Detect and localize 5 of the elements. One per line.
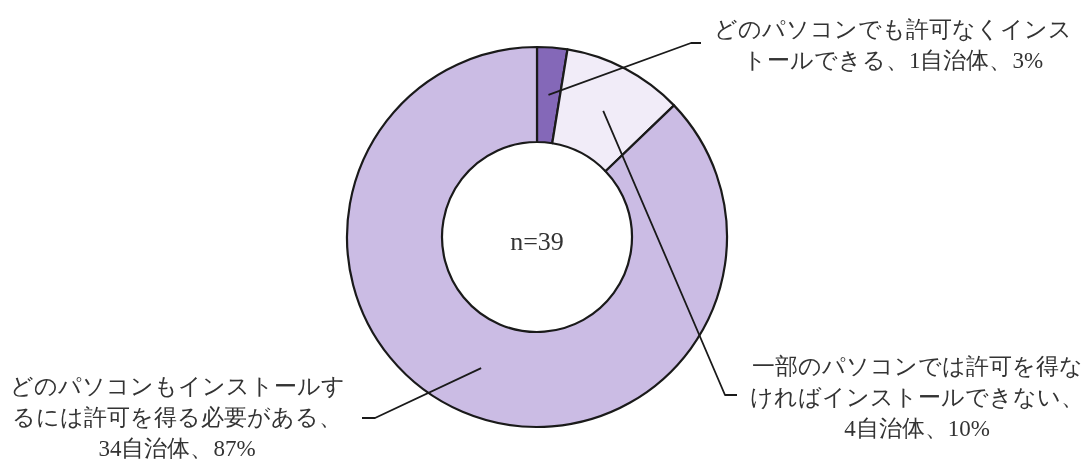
text: n=39 xyxy=(510,226,564,256)
donut-slice xyxy=(346,45,729,428)
slice-label: どのパソコンもインストールするには許可を得る必要がある、34自治体、87% xyxy=(9,373,345,461)
slice-label: 一部のパソコンでは許可を得なければインストールできない、4自治体、10% xyxy=(750,353,1084,441)
slice-label: どのパソコンでも許可なくインストールできる、1自治体、3% xyxy=(714,16,1072,73)
